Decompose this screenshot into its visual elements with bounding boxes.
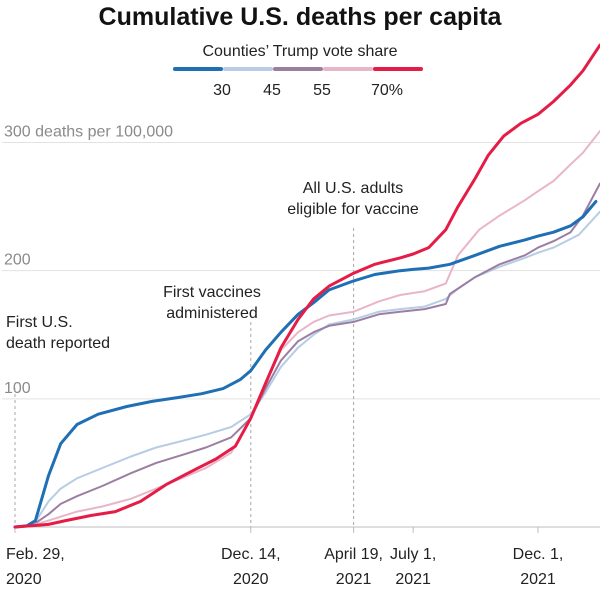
legend-label-1: 45 <box>263 82 281 99</box>
annotation-text-2-0: All U.S. adults <box>303 180 403 197</box>
series-line-4 <box>13 43 600 529</box>
x-tick-label-line2-3: 2021 <box>395 571 431 588</box>
x-tick-label-line1-4: Dec. 1, <box>513 546 564 563</box>
x-tick-label-line2-4: 2021 <box>520 571 556 588</box>
series-lines <box>13 43 600 529</box>
x-tick-label-line1-0: Feb. 29, <box>6 546 65 563</box>
legend: 30 45 55 70% <box>173 67 423 99</box>
annotation-text-0-0: First U.S. <box>6 314 73 331</box>
series-line-3 <box>14 130 600 528</box>
x-tick-label-line2-0: 2020 <box>6 571 42 588</box>
x-tick-label-line1-2: April 19, <box>324 546 383 563</box>
legend-label-3: 70% <box>371 82 403 99</box>
y-tick-label-200: 200 <box>4 252 31 269</box>
x-tick-label-line2-2: 2021 <box>336 571 372 588</box>
annotation-text-0-1: death reported <box>6 335 110 352</box>
annotation-text-2-1: eligible for vaccine <box>287 201 419 218</box>
x-tick-label-line1-1: Dec. 14, <box>221 546 281 563</box>
series-line-1 <box>14 210 600 528</box>
annotation-text-1-1: administered <box>166 305 258 322</box>
series-line-2 <box>14 182 600 528</box>
y-tick-label-300: 300 deaths per 100,000 <box>4 124 173 141</box>
chart-title: Cumulative U.S. deaths per capita <box>99 3 503 31</box>
x-tick-label-line1-3: July 1, <box>390 546 436 563</box>
series-line-0 <box>13 200 598 529</box>
x-axis: Feb. 29, 2020 Dec. 14, 2020 April 19, 2021 Jul… <box>6 527 563 588</box>
legend-label-2: 55 <box>313 82 331 99</box>
y-tick-label-100: 100 <box>4 380 31 397</box>
y-axis-ticks: 100 200 300 deaths per 100,000 <box>4 124 173 397</box>
legend-title: Counties’ Trump vote share <box>202 43 397 60</box>
annotation-text-1-0: First vaccines <box>163 284 261 301</box>
annotations: First U.S. death reported First vaccines ad… <box>6 180 419 527</box>
legend-label-0: 30 <box>213 82 231 99</box>
x-tick-label-line2-1: 2020 <box>233 571 269 588</box>
